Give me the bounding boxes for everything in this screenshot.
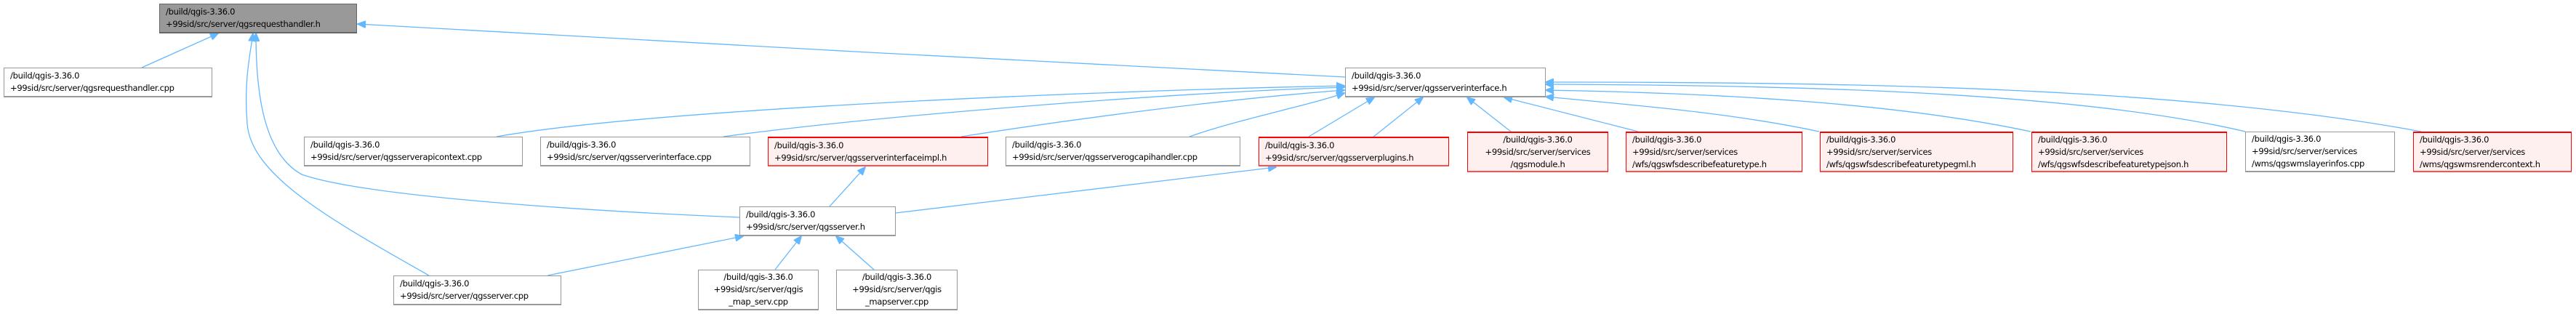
edge-describefeaturetypegml-to-serverinterface-h: [1546, 97, 1820, 132]
node-qgsmodule-h[interactable]: /build/qgis-3.36.0 +99sid/src/server/ser…: [1467, 132, 1608, 172]
edge-apicontext-to-serverinterface-h: [496, 86, 1344, 137]
node-qgsrequesthandler-h: /build/qgis-3.36.0 +99sid/src/server/qgs…: [159, 4, 357, 33]
node-label: /build/qgis-3.36.0 +99sid/src/server/ser…: [1826, 134, 1976, 169]
node-qgswfsdescribefeaturetypejson-h[interactable]: /build/qgis-3.36.0 +99sid/src/server/ser…: [2031, 132, 2227, 172]
node-label: /build/qgis-3.36.0 +99sid/src/server/qgs…: [1012, 140, 1197, 162]
node-qgsserverapicontext-cpp[interactable]: /build/qgis-3.36.0 +99sid/src/server/qgs…: [304, 137, 523, 166]
node-qgsserverinterface-h[interactable]: /build/qgis-3.36.0 +99sid/src/server/qgs…: [1345, 68, 1546, 97]
node-qgsserverinterface-cpp[interactable]: /build/qgis-3.36.0 +99sid/src/server/qgs…: [540, 137, 750, 166]
edge-mapserver-to-server-h: [836, 236, 875, 270]
node-label: /build/qgis-3.36.0 +99sid/src/server/qgs…: [1265, 140, 1414, 163]
edge-describefeaturetypejson-to-serverinterface-h: [1546, 90, 2031, 132]
node-qgsserver-h[interactable]: /build/qgis-3.36.0 +99sid/src/server/qgs…: [739, 206, 896, 236]
node-label: /build/qgis-3.36.0 +99sid/src/server/qgs…: [774, 140, 947, 163]
node-qgis-map-serv-cpp[interactable]: /build/qgis-3.36.0 +99sid/src/server/qgi…: [698, 270, 819, 310]
edge-wmslayerinfos-to-serverinterface-h: [1546, 84, 2246, 132]
node-qgswmsrendercontext-h[interactable]: /build/qgis-3.36.0 +99sid/src/server/ser…: [2413, 132, 2572, 172]
edge-server-h-to-serverplugins: [895, 167, 1276, 214]
edge-server-h-to-interfaceimpl: [829, 167, 865, 207]
edge-interfaceimpl-to-serverinterface-h: [960, 90, 1344, 137]
node-label: /build/qgis-3.36.0 +99sid/src/server/qgs…: [1352, 71, 1507, 93]
edge-server-cpp-to-requesthandler-h: [245, 33, 430, 276]
node-label: /build/qgis-3.36.0 +99sid/src/server/ser…: [1485, 134, 1591, 169]
edge-server-cpp-to-server-h: [547, 236, 743, 276]
node-qgsrequesthandler-cpp[interactable]: /build/qgis-3.36.0 +99sid/src/server/qgs…: [4, 68, 212, 97]
node-label: /build/qgis-3.36.0 +99sid/src/server/ser…: [2252, 134, 2365, 169]
node-label: /build/qgis-3.36.0 +99sid/src/server/qgs…: [547, 140, 712, 162]
node-qgswfsdescribefeaturetype-h[interactable]: /build/qgis-3.36.0 +99sid/src/server/ser…: [1626, 132, 1802, 172]
edge-serverplugins-to-serverinterface-h: [1308, 97, 1374, 137]
edge-describefeaturetype-to-serverinterface-h: [1504, 97, 1639, 132]
edge-module-h-to-serverinterface-h: [1467, 97, 1512, 132]
node-label: /build/qgis-3.36.0 +99sid/src/server/qgs…: [10, 71, 174, 93]
edge-requesthandler-cpp-to-h: [141, 33, 218, 68]
node-label: /build/qgis-3.36.0 +99sid/src/server/qgi…: [713, 272, 803, 307]
edge-map-serv-to-server-h: [774, 236, 801, 270]
edge-ogcapihandler-to-serverinterface-h: [1189, 93, 1344, 137]
node-qgis-mapserver-cpp[interactable]: /build/qgis-3.36.0 +99sid/src/server/qgi…: [836, 270, 958, 310]
node-label: /build/qgis-3.36.0 +99sid/src/server/ser…: [2420, 134, 2540, 169]
node-label: /build/qgis-3.36.0 +99sid/src/server/qgs…: [746, 209, 865, 232]
node-qgswmslayerinfos-cpp[interactable]: /build/qgis-3.36.0 +99sid/src/server/ser…: [2245, 132, 2395, 172]
node-label: /build/qgis-3.36.0 +99sid/src/server/ser…: [1632, 134, 1767, 169]
node-label: /build/qgis-3.36.0 +99sid/src/server/qgi…: [852, 272, 942, 307]
edge-serverinterface-h-to-requesthandler-h: [358, 24, 1346, 78]
node-qgsserverogcapihandler-cpp[interactable]: /build/qgis-3.36.0 +99sid/src/server/qgs…: [1006, 137, 1240, 166]
node-qgsserverinterfaceimpl-h[interactable]: /build/qgis-3.36.0 +99sid/src/server/qgs…: [768, 137, 988, 166]
edge-serverinterface-cpp-to-serverinterface-h: [723, 87, 1344, 137]
node-label: /build/qgis-3.36.0 +99sid/src/server/qgs…: [310, 140, 482, 162]
node-qgswfsdescribefeaturetypegml-h[interactable]: /build/qgis-3.36.0 +99sid/src/server/ser…: [1820, 132, 2013, 172]
node-label: /build/qgis-3.36.0 +99sid/src/server/qgs…: [166, 7, 321, 29]
node-qgsserver-cpp[interactable]: /build/qgis-3.36.0 +99sid/src/server/qgs…: [393, 275, 561, 305]
node-qgsserverplugins-h[interactable]: /build/qgis-3.36.0 +99sid/src/server/qgs…: [1259, 137, 1449, 166]
node-label: /build/qgis-3.36.0 +99sid/src/server/qgs…: [400, 278, 529, 301]
edge-module-to-serverinterface-h: [1372, 97, 1423, 138]
node-label: /build/qgis-3.36.0 +99sid/src/server/ser…: [2038, 134, 2189, 169]
edge-wmsrendercontext-to-serverinterface-h: [1546, 82, 2422, 132]
edge-server-h-to-requesthandler-h: [256, 33, 740, 218]
